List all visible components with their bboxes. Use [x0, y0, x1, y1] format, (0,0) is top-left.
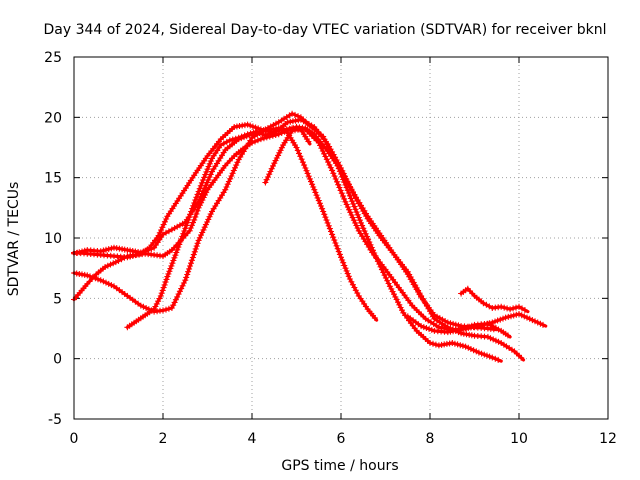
- y-tick-label: 20: [44, 110, 62, 126]
- series-track-6: [262, 126, 312, 186]
- x-tick-label: 4: [248, 431, 257, 447]
- series-group: [71, 110, 548, 363]
- axis-ticks: [73, 56, 609, 420]
- data-point-markers: [458, 285, 528, 313]
- data-point-markers: [404, 313, 511, 339]
- y-tick-label: 10: [44, 231, 62, 247]
- x-tick-label: 8: [426, 431, 435, 447]
- y-tick-label: 15: [44, 171, 62, 187]
- plot-frame: [73, 56, 609, 420]
- data-point-markers: [262, 126, 312, 186]
- y-tick-label: 25: [44, 50, 62, 66]
- y-tick-label: 0: [53, 352, 62, 368]
- y-tick-label: 5: [53, 291, 62, 307]
- x-axis-label: GPS time / hours: [281, 458, 398, 474]
- grid-lines: [74, 57, 608, 419]
- series-track-7: [458, 285, 530, 314]
- x-tick-label: 10: [510, 431, 528, 447]
- chart-title: Day 344 of 2024, Sidereal Day-to-day VTE…: [44, 22, 607, 38]
- y-tick-label: -5: [48, 412, 62, 428]
- x-tick-label: 6: [337, 431, 346, 447]
- x-tick-label: 2: [159, 431, 168, 447]
- y-axis-label: SDTVAR / TECUs: [6, 182, 22, 297]
- tick-labels: 0 2 4 6 8 10 12 -5 0 5 10 15 20 25: [44, 50, 617, 447]
- series-track-8: [404, 313, 512, 339]
- x-tick-label: 0: [70, 431, 79, 447]
- x-tick-label: 12: [599, 431, 617, 447]
